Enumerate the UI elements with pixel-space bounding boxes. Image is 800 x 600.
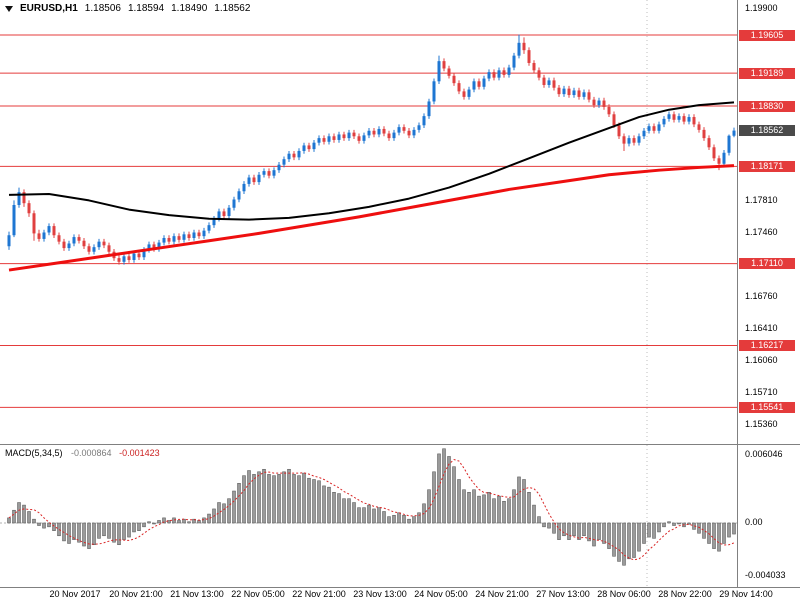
macd-axis-label: -0.004033 <box>745 570 786 580</box>
time-tick-label: 29 Nov 14:00 <box>719 589 773 599</box>
macd-title: MACD(5,34,5) -0.000864 -0.001423 <box>5 448 160 458</box>
ma-black-line[interactable] <box>8 101 735 221</box>
time-axis[interactable]: 20 Nov 2017 20 Nov 21:00 21 Nov 13:00 22 No… <box>0 588 800 600</box>
price-tick-label: 1.16410 <box>745 322 778 333</box>
price-tick-label: 1.15710 <box>745 386 778 397</box>
level-lines[interactable] <box>0 34 737 408</box>
macd-chart[interactable] <box>0 445 737 587</box>
ohlc-close-value: 1.18562 <box>214 3 251 14</box>
time-tick-label: 22 Nov 21:00 <box>292 589 346 599</box>
time-tick-label: 22 Nov 05:00 <box>231 589 285 599</box>
level-price-badge: 1.16217 <box>739 339 795 351</box>
chart-title: EURUSD,H1 1.18506 1.18594 1.18490 1.1856… <box>5 3 250 14</box>
candles-series <box>7 34 736 265</box>
price-tick-label: 1.17810 <box>745 194 778 205</box>
macd-label: MACD(5,34,5) <box>5 448 63 458</box>
macd-signal-line <box>8 458 735 561</box>
time-tick-label: 20 Nov 21:00 <box>109 589 163 599</box>
time-tick-label: 23 Nov 13:00 <box>353 589 407 599</box>
symbol-period-label: EURUSD,H1 <box>20 3 78 14</box>
level-price-badge: 1.19189 <box>739 67 795 79</box>
time-tick-label: 28 Nov 06:00 <box>597 589 651 599</box>
level-price-badge: 1.18830 <box>739 100 795 112</box>
symbol-marker-icon <box>5 5 13 12</box>
time-tick-label: 24 Nov 21:00 <box>475 589 529 599</box>
time-tick-label: 20 Nov 2017 <box>49 589 101 599</box>
axis-separator-line <box>737 0 738 588</box>
price-tick-label: 1.15360 <box>745 419 778 429</box>
ma-red-line[interactable] <box>8 164 735 272</box>
price-tick-label: 1.16060 <box>745 354 778 365</box>
current-price-badge: 1.18562 <box>739 125 795 137</box>
ohlc-open-value: 1.18506 <box>84 3 121 14</box>
macd-axis-label: 0.00 <box>745 517 763 527</box>
macd-histogram <box>7 448 736 566</box>
time-tick-label: 21 Nov 13:00 <box>170 589 224 599</box>
time-tick-label: 28 Nov 22:00 <box>658 589 712 599</box>
panel-separator[interactable] <box>0 444 800 445</box>
level-price-badge: 1.15541 <box>739 401 795 413</box>
time-axis-separator <box>0 587 800 588</box>
macd-signal-value: -0.001423 <box>119 448 160 458</box>
level-price-badge: 1.19605 <box>739 29 795 41</box>
price-tick-label: 1.17460 <box>745 226 778 237</box>
ohlc-high-value: 1.18594 <box>127 3 165 14</box>
price-axis[interactable]: 1.19900 1.17810 1.17460 1.16760 1.16410 1.160… <box>738 0 800 588</box>
level-price-badge: 1.18171 <box>739 160 795 172</box>
price-tick-label: 1.19900 <box>745 3 778 13</box>
candlestick-chart[interactable] <box>0 0 737 444</box>
time-tick-label: 27 Nov 13:00 <box>536 589 590 599</box>
macd-main-value: -0.000864 <box>71 448 112 458</box>
price-tick-label: 1.16760 <box>745 290 778 301</box>
ohlc-low-value: 1.18490 <box>171 3 208 14</box>
time-tick-label: 24 Nov 05:00 <box>414 589 468 599</box>
level-price-badge: 1.17110 <box>739 258 795 270</box>
macd-axis-label: 0.006046 <box>745 449 783 459</box>
